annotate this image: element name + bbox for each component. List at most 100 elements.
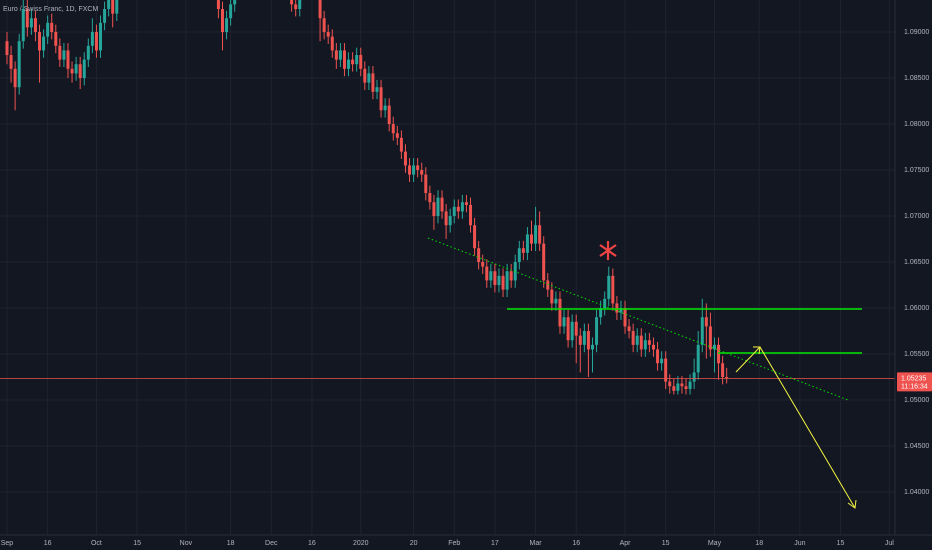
y-tick-label: 1.08000 [904,121,929,128]
candle-body [676,383,680,391]
candle-body [412,165,416,175]
y-tick-label: 1.04500 [904,443,929,450]
x-tick-label: 18 [227,540,235,547]
candle-body [473,225,477,249]
y-tick-label: 1.07500 [904,167,929,174]
candle-body [5,41,9,56]
candle-body [493,271,497,286]
candle-body [452,206,456,217]
candle-body [578,335,582,345]
candle-body [684,386,688,389]
candle-body [355,55,359,65]
candle-body [351,59,355,65]
candle-body [66,50,70,69]
y-tick-label: 1.04000 [904,489,929,496]
candle-body [225,18,229,33]
candle-body [460,202,464,212]
candle-body [656,349,660,364]
x-tick-label: Oct [91,540,102,547]
candle-body [78,64,82,79]
candle-body [603,298,607,309]
chart-title: Euro / Swiss Franc, 1D, FXCM [3,6,98,13]
x-tick-label: 15 [837,540,845,547]
x-tick-label: Sep [1,540,14,547]
drawings [427,237,862,509]
candle-body [660,358,664,364]
candle-body [111,0,115,14]
x-tick-label: 20 [410,540,418,547]
candle-body [17,41,21,88]
x-tick-label: 17 [491,540,499,547]
candle-body [721,363,725,378]
x-tick-label: 15 [662,540,670,547]
candle-body [440,197,444,212]
candle-body [399,137,403,152]
x-tick-label: 18 [755,540,763,547]
candle-body [688,381,692,389]
candle-body [334,50,338,60]
x-tick-label: Mar [530,540,543,547]
candle-body [558,298,562,327]
candle-body [391,124,395,134]
candle-body [21,9,25,42]
candle-body [416,165,420,171]
arrow-down [759,346,856,509]
candle-body [322,18,326,33]
x-tick-label: May [708,540,722,547]
candle-body [619,308,623,313]
candle-body [481,262,485,267]
x-tick-label: 16 [572,540,580,547]
arrow-up [735,346,761,373]
candle-body [29,18,33,28]
x-tick-label: 16 [308,540,316,547]
candle-body [700,317,704,345]
candle-body [717,344,721,364]
candle-body [530,234,534,244]
candle-body [318,0,322,19]
candle-body [233,0,237,5]
candle-body [94,32,98,51]
candle-body [725,377,729,379]
candle-body [25,9,29,28]
candle-body [534,225,538,244]
candle-body [99,22,103,51]
candle-body [497,275,501,286]
candle-body [42,36,46,51]
candle-body [712,344,716,350]
trend-line [427,237,849,401]
candle-body [542,243,546,281]
candle-body [672,386,676,391]
candle-body [432,202,436,217]
candle-body [651,344,655,350]
candle-body [501,275,505,290]
candle-body [46,22,50,37]
candle-body [505,271,509,290]
x-tick-label: Dec [265,540,278,547]
candle-body [33,18,37,33]
candle-body [82,59,86,79]
y-tick-label: 1.06500 [904,259,929,266]
candle-body [570,321,574,341]
candle-body [359,55,363,69]
candle-body [424,174,428,194]
candle-body [379,87,383,111]
candle-body [639,335,643,350]
candle-body [387,105,391,125]
y-tick-label: 1.07000 [904,213,929,220]
candle-body [521,248,525,253]
candle-body [408,165,412,175]
candle-body [395,133,399,138]
candle-body [103,9,107,23]
candle-body [550,289,554,304]
candle-body [338,50,342,60]
candle-body [599,308,603,318]
x-tick-label: Feb [448,540,460,547]
x-tick-label: 15 [133,540,141,547]
y-tick-label: 1.06000 [904,305,929,312]
candle-body [607,275,611,299]
candle-body [562,317,566,327]
